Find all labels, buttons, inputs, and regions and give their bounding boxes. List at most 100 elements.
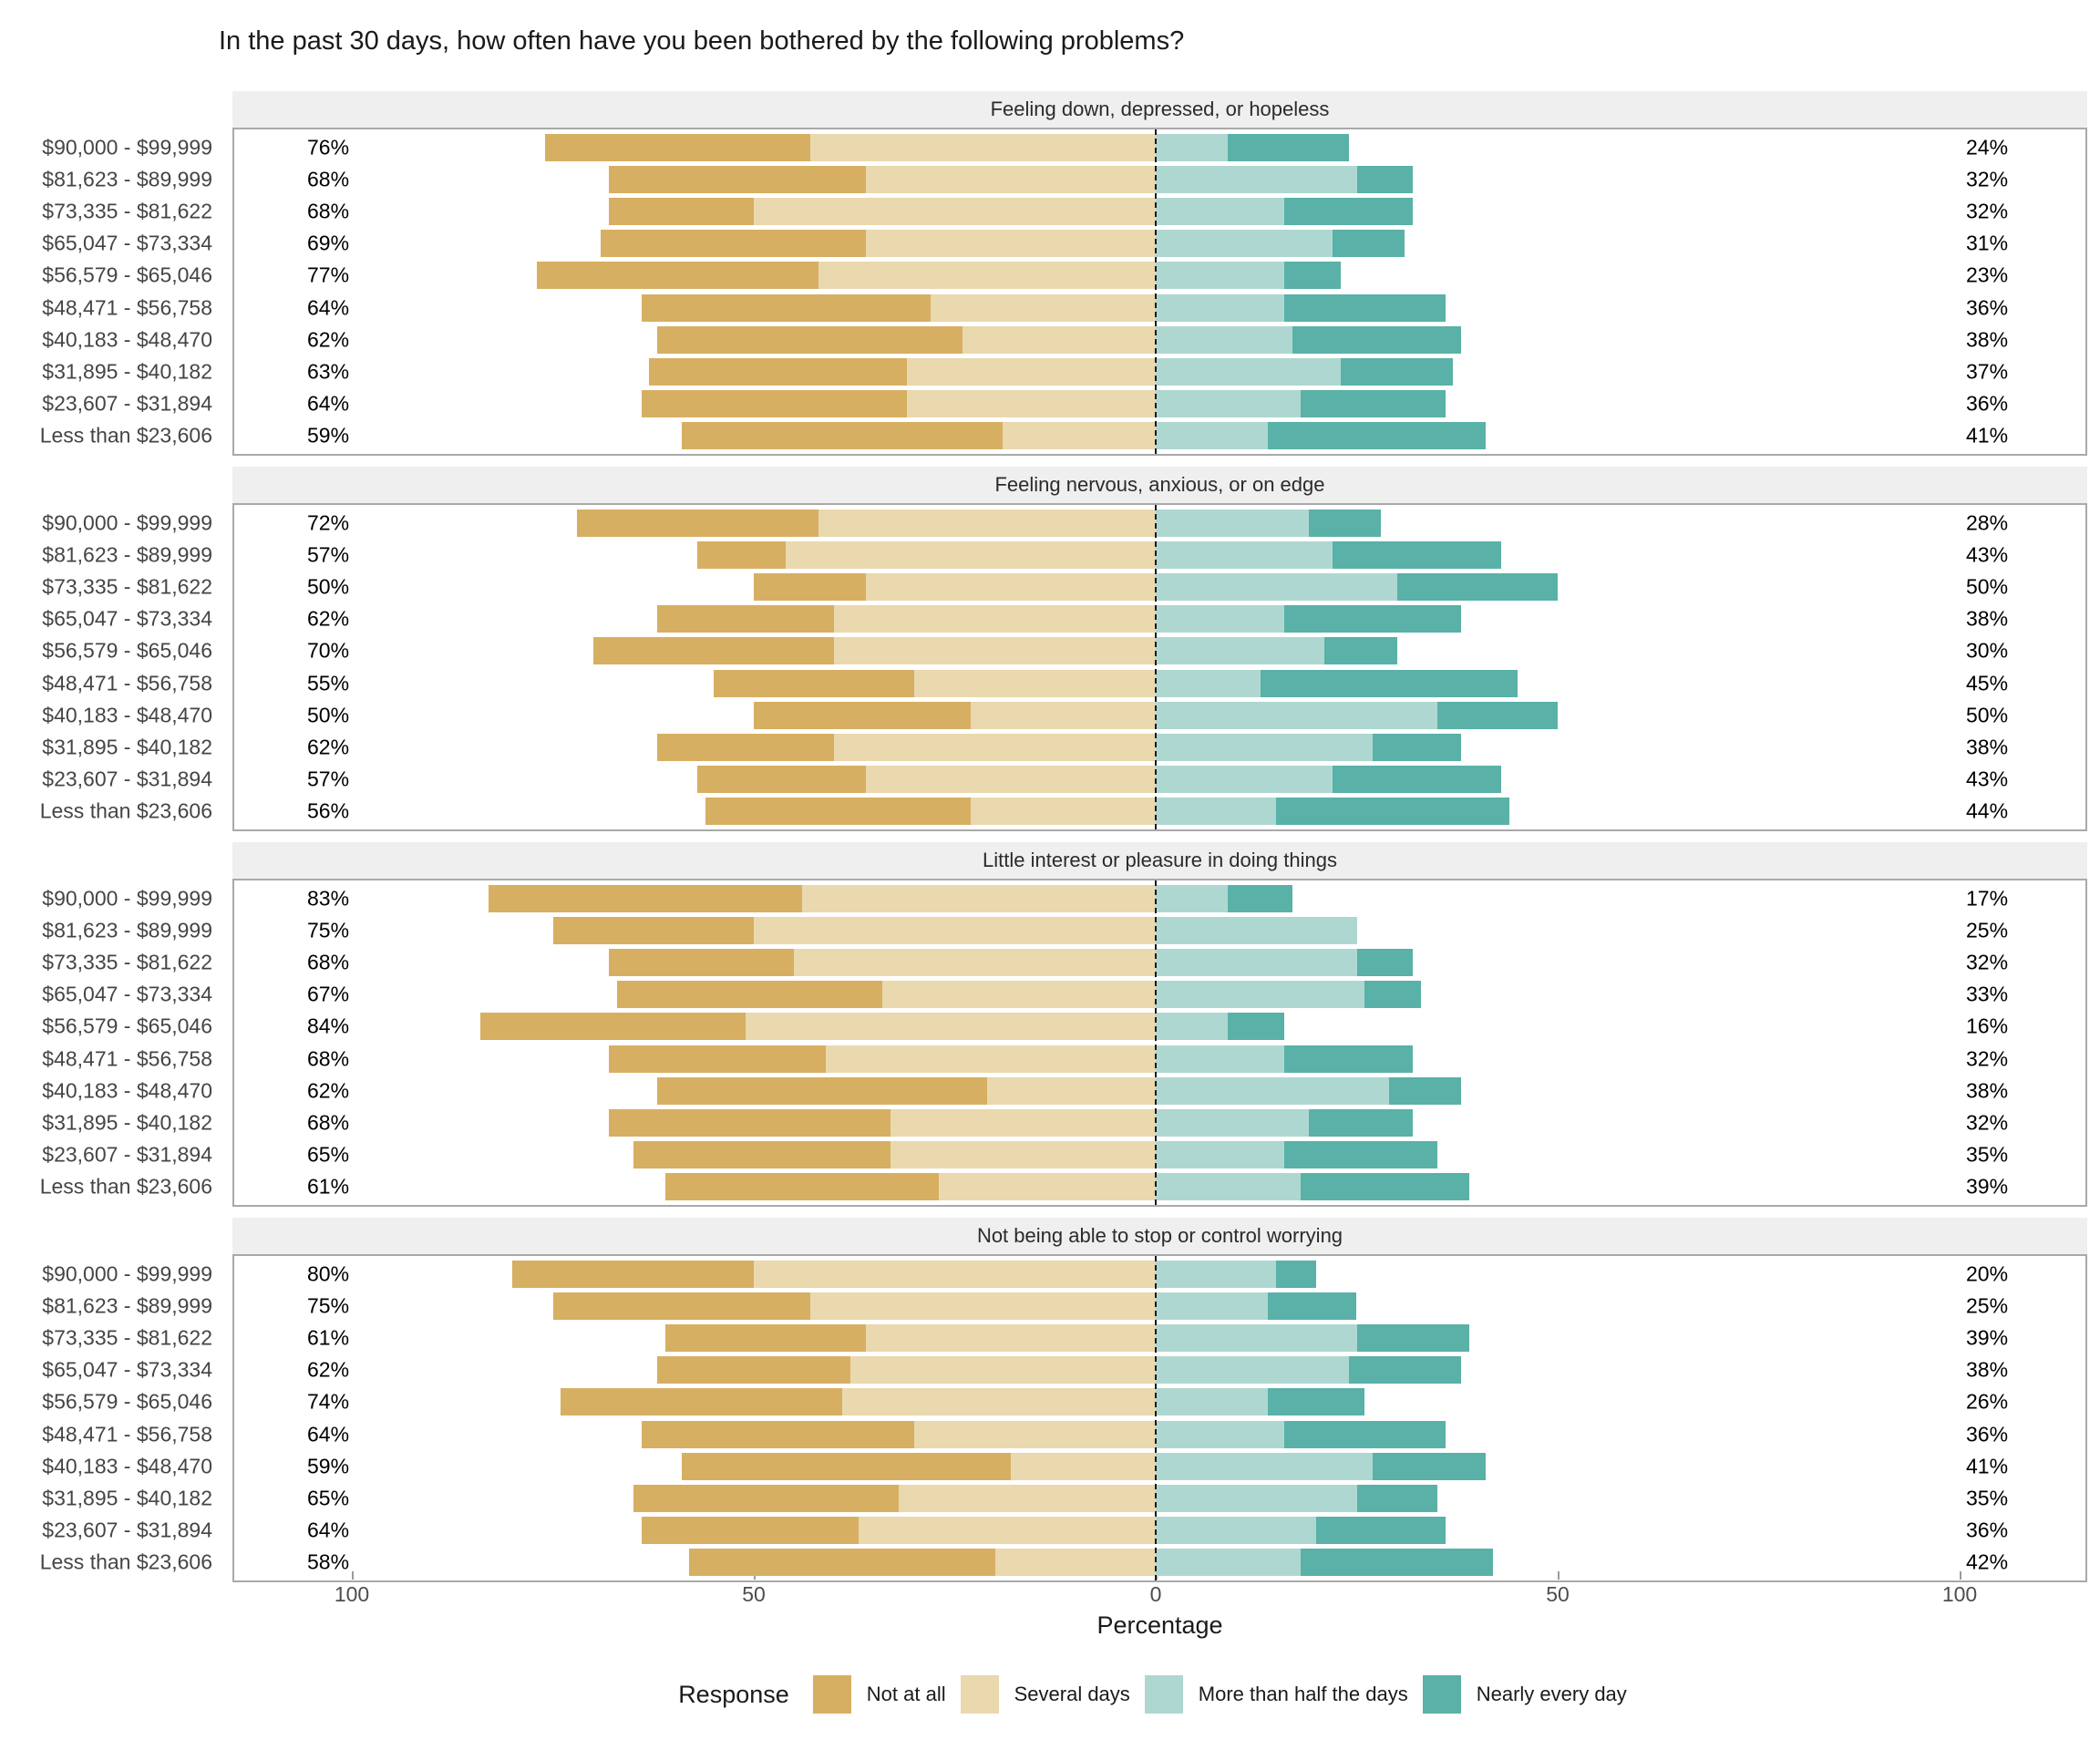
segment-more-than-half-the-days: [1156, 293, 1285, 322]
panel-plot-area: $90,000 - $99,999 72% 28% $81,623 - $89,999…: [40, 503, 2087, 831]
segment-several-days: [842, 1388, 1156, 1416]
segment-nearly-every-day: [1300, 1549, 1494, 1577]
segment-nearly-every-day: [1373, 1452, 1486, 1480]
income-label: $90,000 - $99,999: [42, 135, 212, 160]
segment-not-at-all: [609, 198, 754, 225]
income-label: $56,579 - $65,046: [42, 262, 212, 287]
income-label: $81,623 - $89,999: [42, 918, 212, 942]
right-total-label: 36%: [1966, 1518, 2009, 1542]
legend-label: More than half the days: [1198, 1683, 1408, 1705]
segment-several-days: [938, 1173, 1156, 1201]
segment-not-at-all: [617, 981, 883, 1009]
segment-not-at-all: [664, 1324, 867, 1352]
segment-several-days: [1011, 1452, 1156, 1480]
bar-row: $23,607 - $31,894 57% 43%: [42, 764, 2085, 796]
income-label: $73,335 - $81,622: [42, 574, 212, 599]
bar-row: Less than $23,606 56% 44%: [40, 796, 2085, 828]
bar-row: $73,335 - $81,622 68% 32%: [42, 946, 2085, 978]
segment-nearly-every-day: [1396, 573, 1558, 601]
segment-nearly-every-day: [1228, 133, 1349, 161]
segment-not-at-all: [657, 325, 963, 354]
bar-left-stack: [617, 981, 1156, 1009]
bar-row: $90,000 - $99,999 76% 24%: [42, 131, 2085, 163]
income-label: $73,335 - $81,622: [42, 199, 212, 223]
segment-several-days: [971, 701, 1156, 729]
bar-row: $65,047 - $73,334 62% 38%: [42, 1354, 2085, 1386]
panel-plot-area: $90,000 - $99,999 80% 20% $81,623 - $89,999…: [40, 1254, 2087, 1582]
segment-several-days: [962, 325, 1156, 354]
segment-more-than-half-the-days: [1156, 1517, 1317, 1545]
segment-several-days: [971, 798, 1156, 826]
zero-axis-line: [1155, 129, 1157, 454]
right-total-label: 28%: [1966, 510, 2009, 535]
right-total-label: 42%: [1966, 1549, 2009, 1574]
right-total-label: 41%: [1966, 423, 2009, 448]
panel-1: Feeling down, depressed, or hopeless $90,…: [40, 91, 2087, 456]
income-label: $65,047 - $73,334: [42, 1357, 212, 1382]
segment-more-than-half-the-days: [1156, 1109, 1309, 1138]
segment-several-days: [809, 133, 1156, 161]
right-total-label: 43%: [1966, 767, 2009, 791]
segment-several-days: [754, 916, 1156, 944]
segment-more-than-half-the-days: [1156, 1549, 1301, 1577]
segment-several-days: [866, 573, 1156, 601]
right-total-label: 35%: [1966, 1142, 2009, 1167]
segment-more-than-half-the-days: [1156, 573, 1397, 601]
income-label: $40,183 - $48,470: [42, 327, 212, 352]
bar-row: $31,895 - $40,182 68% 32%: [42, 1107, 2085, 1138]
x-axis-tick-label: 100: [334, 1582, 370, 1606]
left-total-label: 69%: [307, 231, 350, 255]
bar-left-stack: [536, 262, 1156, 290]
bar-left-stack: [609, 1109, 1156, 1138]
segment-several-days: [882, 981, 1156, 1009]
panel-question: Feeling down, depressed, or hopeless: [232, 91, 2087, 128]
bar-row: $90,000 - $99,999 72% 28%: [42, 507, 2085, 539]
legend-swatch-more-than-half-the-days: [1144, 1675, 1183, 1714]
x-axis-tick-label: 100: [1941, 1582, 1978, 1606]
right-total-label: 37%: [1966, 359, 2009, 384]
left-total-label: 77%: [307, 262, 350, 287]
segment-nearly-every-day: [1284, 293, 1446, 322]
left-total-label: 68%: [307, 950, 350, 974]
income-label: $56,579 - $65,046: [42, 638, 212, 663]
bar-right-stack: [1156, 884, 1292, 912]
bar-left-stack: [697, 540, 1156, 569]
bar-row: $56,579 - $65,046 84% 16%: [42, 1011, 2085, 1043]
right-total-label: 32%: [1966, 1110, 2009, 1135]
legend-item-nearly-every-day: Nearly every day: [1422, 1675, 1627, 1714]
bar-left-stack: [480, 1013, 1156, 1041]
bar-right-stack: [1156, 262, 1341, 290]
panel-2: Feeling nervous, anxious, or on edge $90,…: [40, 467, 2087, 831]
bar-right-stack: [1156, 390, 1446, 418]
left-total-label: 58%: [307, 1549, 350, 1574]
left-total-label: 70%: [307, 638, 350, 663]
income-label: $73,335 - $81,622: [42, 950, 212, 974]
left-total-label: 63%: [307, 359, 350, 384]
right-total-label: 38%: [1966, 735, 2009, 759]
bar-right-stack: [1156, 1173, 1469, 1201]
segment-nearly-every-day: [1356, 1485, 1437, 1513]
segment-several-days: [898, 1485, 1156, 1513]
bar-left-stack: [705, 798, 1156, 826]
income-label: $48,471 - $56,758: [42, 671, 212, 695]
segment-more-than-half-the-days: [1156, 1260, 1277, 1288]
bar-row: $40,183 - $48,470 62% 38%: [42, 324, 2085, 355]
income-label: $81,623 - $89,999: [42, 542, 212, 567]
income-label: $48,471 - $56,758: [42, 1422, 212, 1446]
segment-not-at-all: [697, 766, 867, 794]
segment-not-at-all: [664, 1173, 939, 1201]
right-total-label: 39%: [1966, 1174, 2009, 1199]
x-axis-tick-label: 0: [1149, 1582, 1162, 1606]
right-total-label: 38%: [1966, 1357, 2009, 1382]
right-total-label: 32%: [1966, 950, 2009, 974]
income-label: $65,047 - $73,334: [42, 982, 212, 1006]
segment-nearly-every-day: [1284, 198, 1414, 225]
segment-not-at-all: [681, 422, 1004, 450]
income-label: $48,471 - $56,758: [42, 1046, 212, 1071]
segment-nearly-every-day: [1284, 1141, 1437, 1169]
bar-right-stack: [1156, 1517, 1446, 1545]
x-axis-tick-label: 50: [1546, 1582, 1570, 1606]
right-total-label: 38%: [1966, 327, 2009, 352]
bar-right-stack: [1156, 1324, 1469, 1352]
